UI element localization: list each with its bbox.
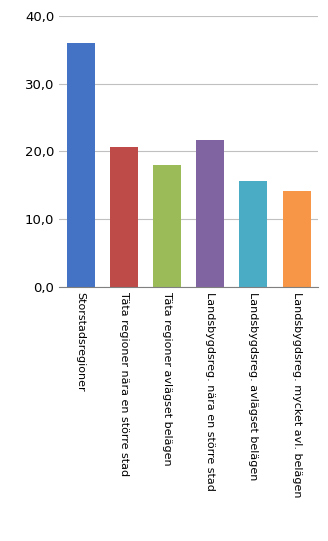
Bar — [110, 147, 138, 287]
Bar — [282, 191, 311, 287]
Bar — [196, 140, 224, 287]
Bar — [67, 43, 95, 287]
Bar — [239, 181, 267, 287]
Bar — [153, 165, 181, 287]
